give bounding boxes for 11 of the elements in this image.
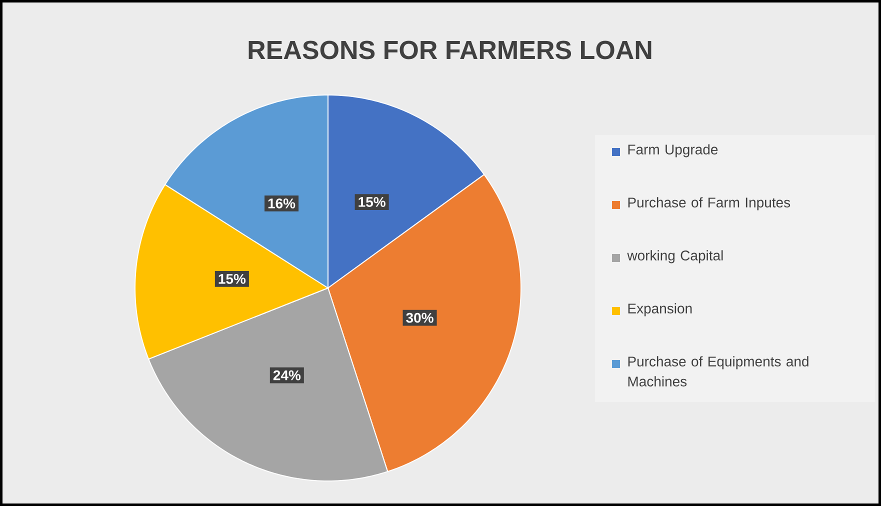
data-label: 15% bbox=[218, 274, 246, 284]
data-label: 24% bbox=[273, 370, 301, 380]
data-label: 15% bbox=[358, 197, 386, 207]
legend-label: Purchase of Equipments and Machines bbox=[628, 356, 808, 386]
legend-label: Purchase of Farm Inputes bbox=[628, 197, 790, 210]
data-label: 30% bbox=[406, 312, 434, 323]
legend-label: working Capital bbox=[627, 250, 723, 264]
chart-title: REASONS FOR FARMERS LOAN bbox=[248, 40, 652, 60]
legend-label: Expansion bbox=[628, 303, 692, 316]
data-label: 16% bbox=[268, 198, 296, 208]
legend-label: Farm Upgrade bbox=[628, 144, 718, 158]
